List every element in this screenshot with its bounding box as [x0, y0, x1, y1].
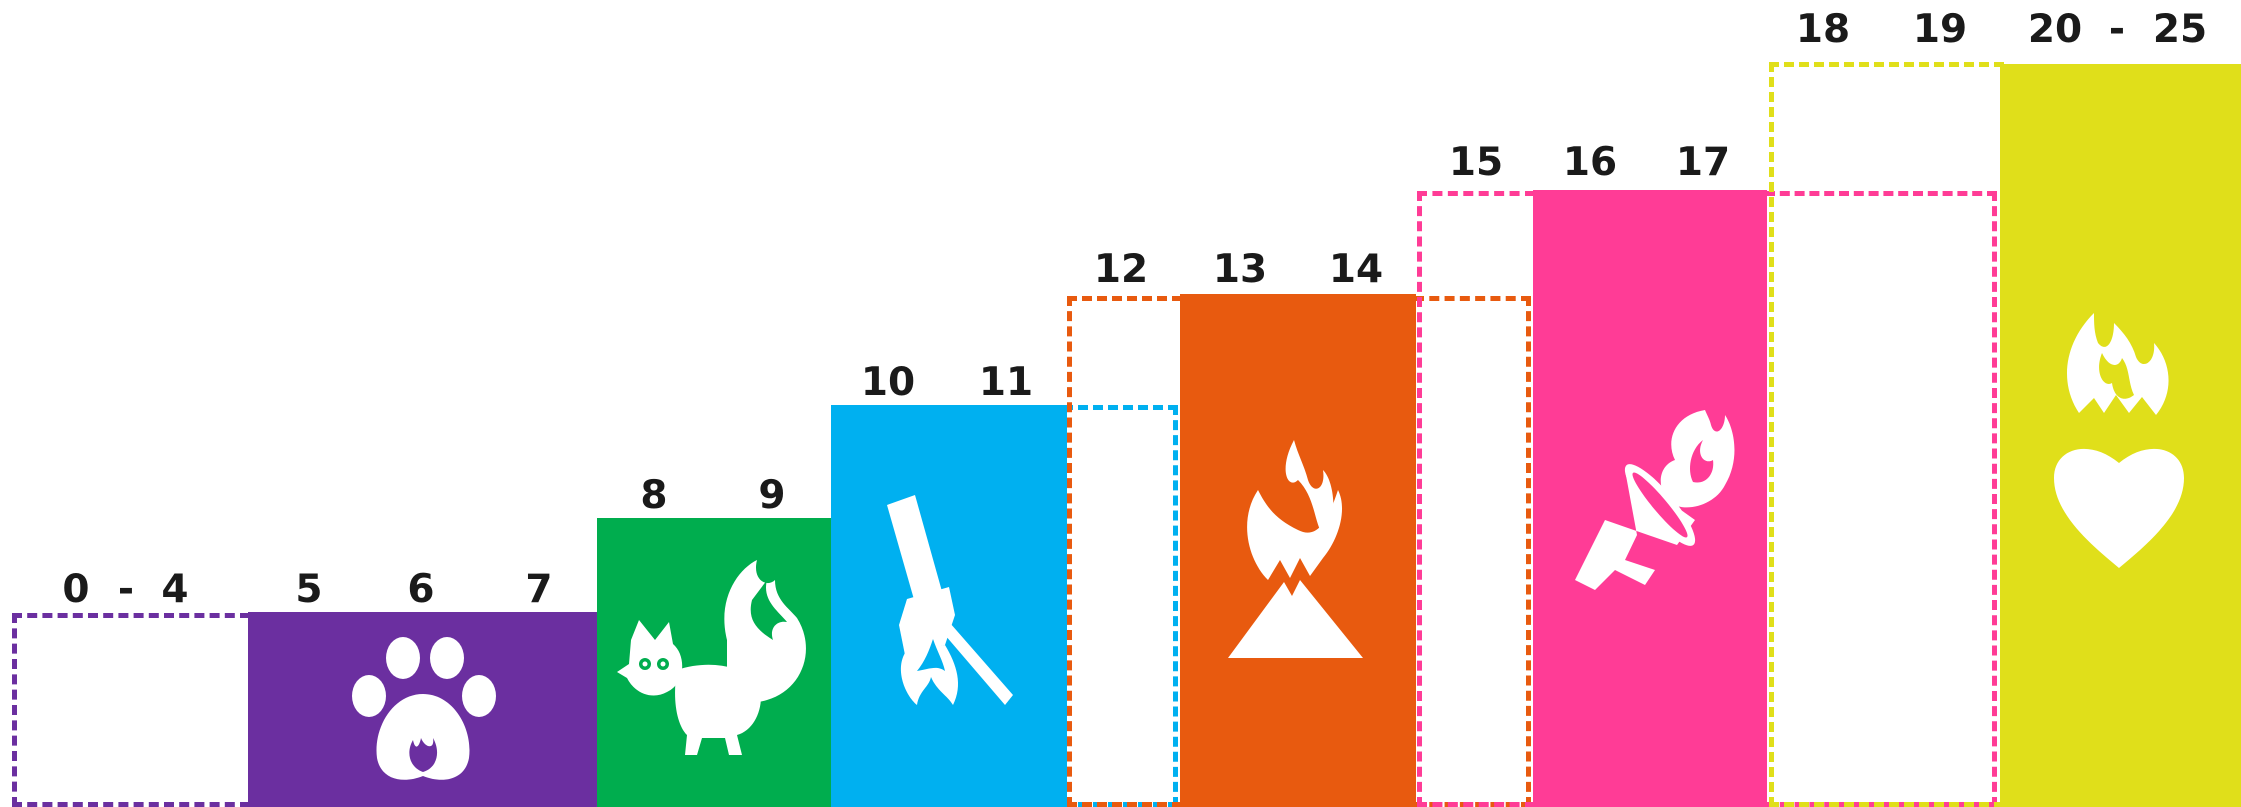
- age-label: 10: [860, 360, 916, 405]
- paw-flame-icon: [352, 637, 496, 780]
- age-label: 7: [525, 567, 553, 612]
- heart-flame-icon: [2054, 313, 2184, 568]
- megaphone-flame-icon: [1575, 410, 1735, 590]
- age-label: 11: [978, 360, 1034, 405]
- age-label: 17: [1675, 140, 1731, 185]
- age-range-end: 4: [161, 567, 189, 612]
- age-label: 6: [407, 567, 435, 612]
- age-label: 13: [1212, 247, 1268, 292]
- age-range-dash: -: [117, 567, 135, 612]
- age-label: 8: [640, 473, 668, 518]
- age-label: 14: [1328, 247, 1384, 292]
- fox-icon: [617, 560, 806, 755]
- age-label: 5: [295, 567, 323, 612]
- purple-extension-outline: [12, 613, 250, 807]
- age-range-end: 25: [2152, 7, 2208, 52]
- age-label: 19: [1912, 7, 1968, 52]
- age-label: 12: [1093, 247, 1149, 292]
- yellow-block: [2000, 64, 2241, 807]
- pink-left-outline: [1417, 191, 1535, 807]
- age-label: 16: [1562, 140, 1618, 185]
- age-range-start: 20: [2027, 7, 2083, 52]
- torch-icon: [887, 495, 1013, 705]
- yellow-left-outline: [1769, 62, 2004, 807]
- age-range-dash: -: [2108, 7, 2126, 52]
- orange-left-outline: [1067, 296, 1182, 807]
- age-label: 15: [1448, 140, 1504, 185]
- age-label: 18: [1795, 7, 1851, 52]
- age-label: 9: [758, 473, 786, 518]
- mountain-flame-icon: [1228, 440, 1363, 658]
- age-range-start: 0: [62, 567, 90, 612]
